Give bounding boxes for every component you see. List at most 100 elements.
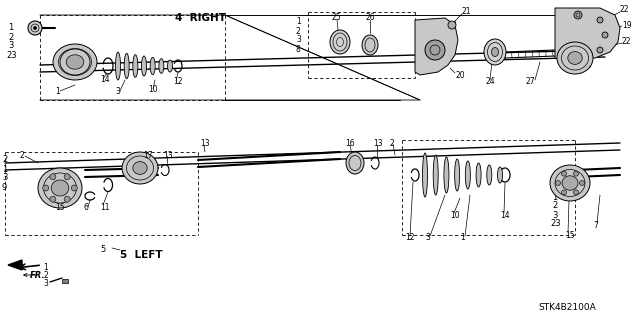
Circle shape: [597, 17, 603, 23]
Ellipse shape: [159, 59, 164, 73]
Ellipse shape: [444, 157, 449, 193]
Text: 1: 1: [296, 18, 301, 26]
Text: 3: 3: [8, 41, 13, 50]
Circle shape: [561, 190, 566, 195]
Ellipse shape: [465, 161, 470, 189]
Text: 2: 2: [552, 202, 557, 211]
Text: 13: 13: [373, 138, 383, 147]
Text: 1: 1: [8, 24, 13, 33]
Text: 3: 3: [2, 174, 8, 182]
Circle shape: [33, 26, 36, 29]
Text: 2: 2: [296, 26, 301, 35]
Text: 14: 14: [500, 211, 509, 219]
Text: 26: 26: [365, 13, 374, 23]
Text: 21: 21: [462, 8, 472, 17]
Ellipse shape: [497, 167, 502, 183]
Text: 15: 15: [565, 231, 575, 240]
Text: 19: 19: [622, 20, 632, 29]
Circle shape: [597, 47, 603, 53]
Ellipse shape: [133, 162, 147, 174]
Ellipse shape: [562, 176, 578, 190]
Text: 2: 2: [43, 271, 48, 279]
Ellipse shape: [150, 57, 155, 75]
Circle shape: [425, 40, 445, 60]
Circle shape: [71, 185, 77, 191]
Polygon shape: [555, 8, 620, 60]
Ellipse shape: [492, 48, 499, 56]
Text: 22: 22: [622, 38, 632, 47]
Text: 24: 24: [485, 78, 495, 86]
Circle shape: [573, 171, 579, 176]
Circle shape: [602, 32, 608, 38]
Text: 23: 23: [550, 219, 561, 228]
Text: 2: 2: [8, 33, 13, 41]
Text: 5: 5: [100, 246, 105, 255]
Ellipse shape: [141, 56, 147, 76]
Text: 15: 15: [55, 203, 65, 211]
Circle shape: [556, 181, 561, 186]
Ellipse shape: [422, 153, 428, 197]
Text: 20: 20: [455, 70, 465, 79]
Ellipse shape: [124, 53, 129, 79]
Ellipse shape: [362, 35, 378, 55]
Text: 1: 1: [55, 87, 60, 97]
Ellipse shape: [115, 52, 120, 80]
Text: 1: 1: [2, 165, 7, 174]
Text: 25: 25: [332, 13, 342, 23]
Ellipse shape: [38, 168, 82, 208]
Ellipse shape: [51, 180, 69, 196]
Text: 1: 1: [552, 192, 557, 202]
Ellipse shape: [168, 60, 173, 72]
Ellipse shape: [476, 163, 481, 187]
Text: 3: 3: [115, 87, 120, 97]
Text: STK4B2100A: STK4B2100A: [538, 303, 596, 313]
Circle shape: [448, 21, 456, 29]
Ellipse shape: [454, 159, 460, 191]
Text: 5  LEFT: 5 LEFT: [120, 250, 163, 260]
Ellipse shape: [66, 55, 84, 69]
Text: 8: 8: [296, 44, 301, 54]
Text: 10: 10: [450, 211, 460, 219]
Text: 13: 13: [200, 138, 210, 147]
Circle shape: [561, 171, 566, 176]
Text: 2: 2: [2, 155, 7, 165]
Ellipse shape: [122, 152, 158, 184]
Text: 9: 9: [2, 182, 7, 191]
Ellipse shape: [568, 52, 582, 64]
Circle shape: [50, 174, 56, 180]
Text: 1: 1: [460, 234, 465, 242]
Circle shape: [50, 196, 56, 202]
Text: 6: 6: [84, 204, 89, 212]
Ellipse shape: [346, 152, 364, 174]
Circle shape: [64, 174, 70, 180]
Text: 1: 1: [43, 263, 48, 271]
Polygon shape: [8, 260, 22, 270]
Text: 7: 7: [593, 220, 598, 229]
Circle shape: [574, 11, 582, 19]
Text: 12: 12: [173, 78, 182, 86]
Text: 18: 18: [582, 61, 591, 70]
Ellipse shape: [133, 55, 138, 77]
Text: 3: 3: [296, 35, 301, 44]
Ellipse shape: [330, 30, 350, 54]
Text: 23: 23: [6, 50, 17, 60]
Text: 3: 3: [552, 211, 557, 219]
Text: 12: 12: [405, 234, 415, 242]
Text: 3: 3: [43, 278, 48, 287]
Text: 3: 3: [425, 234, 430, 242]
Text: 2: 2: [390, 138, 395, 147]
Text: 4  RIGHT: 4 RIGHT: [175, 13, 226, 23]
Ellipse shape: [433, 155, 438, 195]
Polygon shape: [415, 18, 458, 75]
Circle shape: [579, 181, 584, 186]
Circle shape: [43, 185, 49, 191]
Ellipse shape: [53, 44, 97, 80]
Text: 16: 16: [345, 138, 355, 147]
Text: 2: 2: [20, 151, 25, 160]
Text: 27: 27: [525, 78, 534, 86]
Text: 17: 17: [143, 151, 152, 160]
Ellipse shape: [550, 165, 590, 201]
Circle shape: [64, 196, 70, 202]
Circle shape: [573, 190, 579, 195]
Bar: [62, 279, 68, 283]
